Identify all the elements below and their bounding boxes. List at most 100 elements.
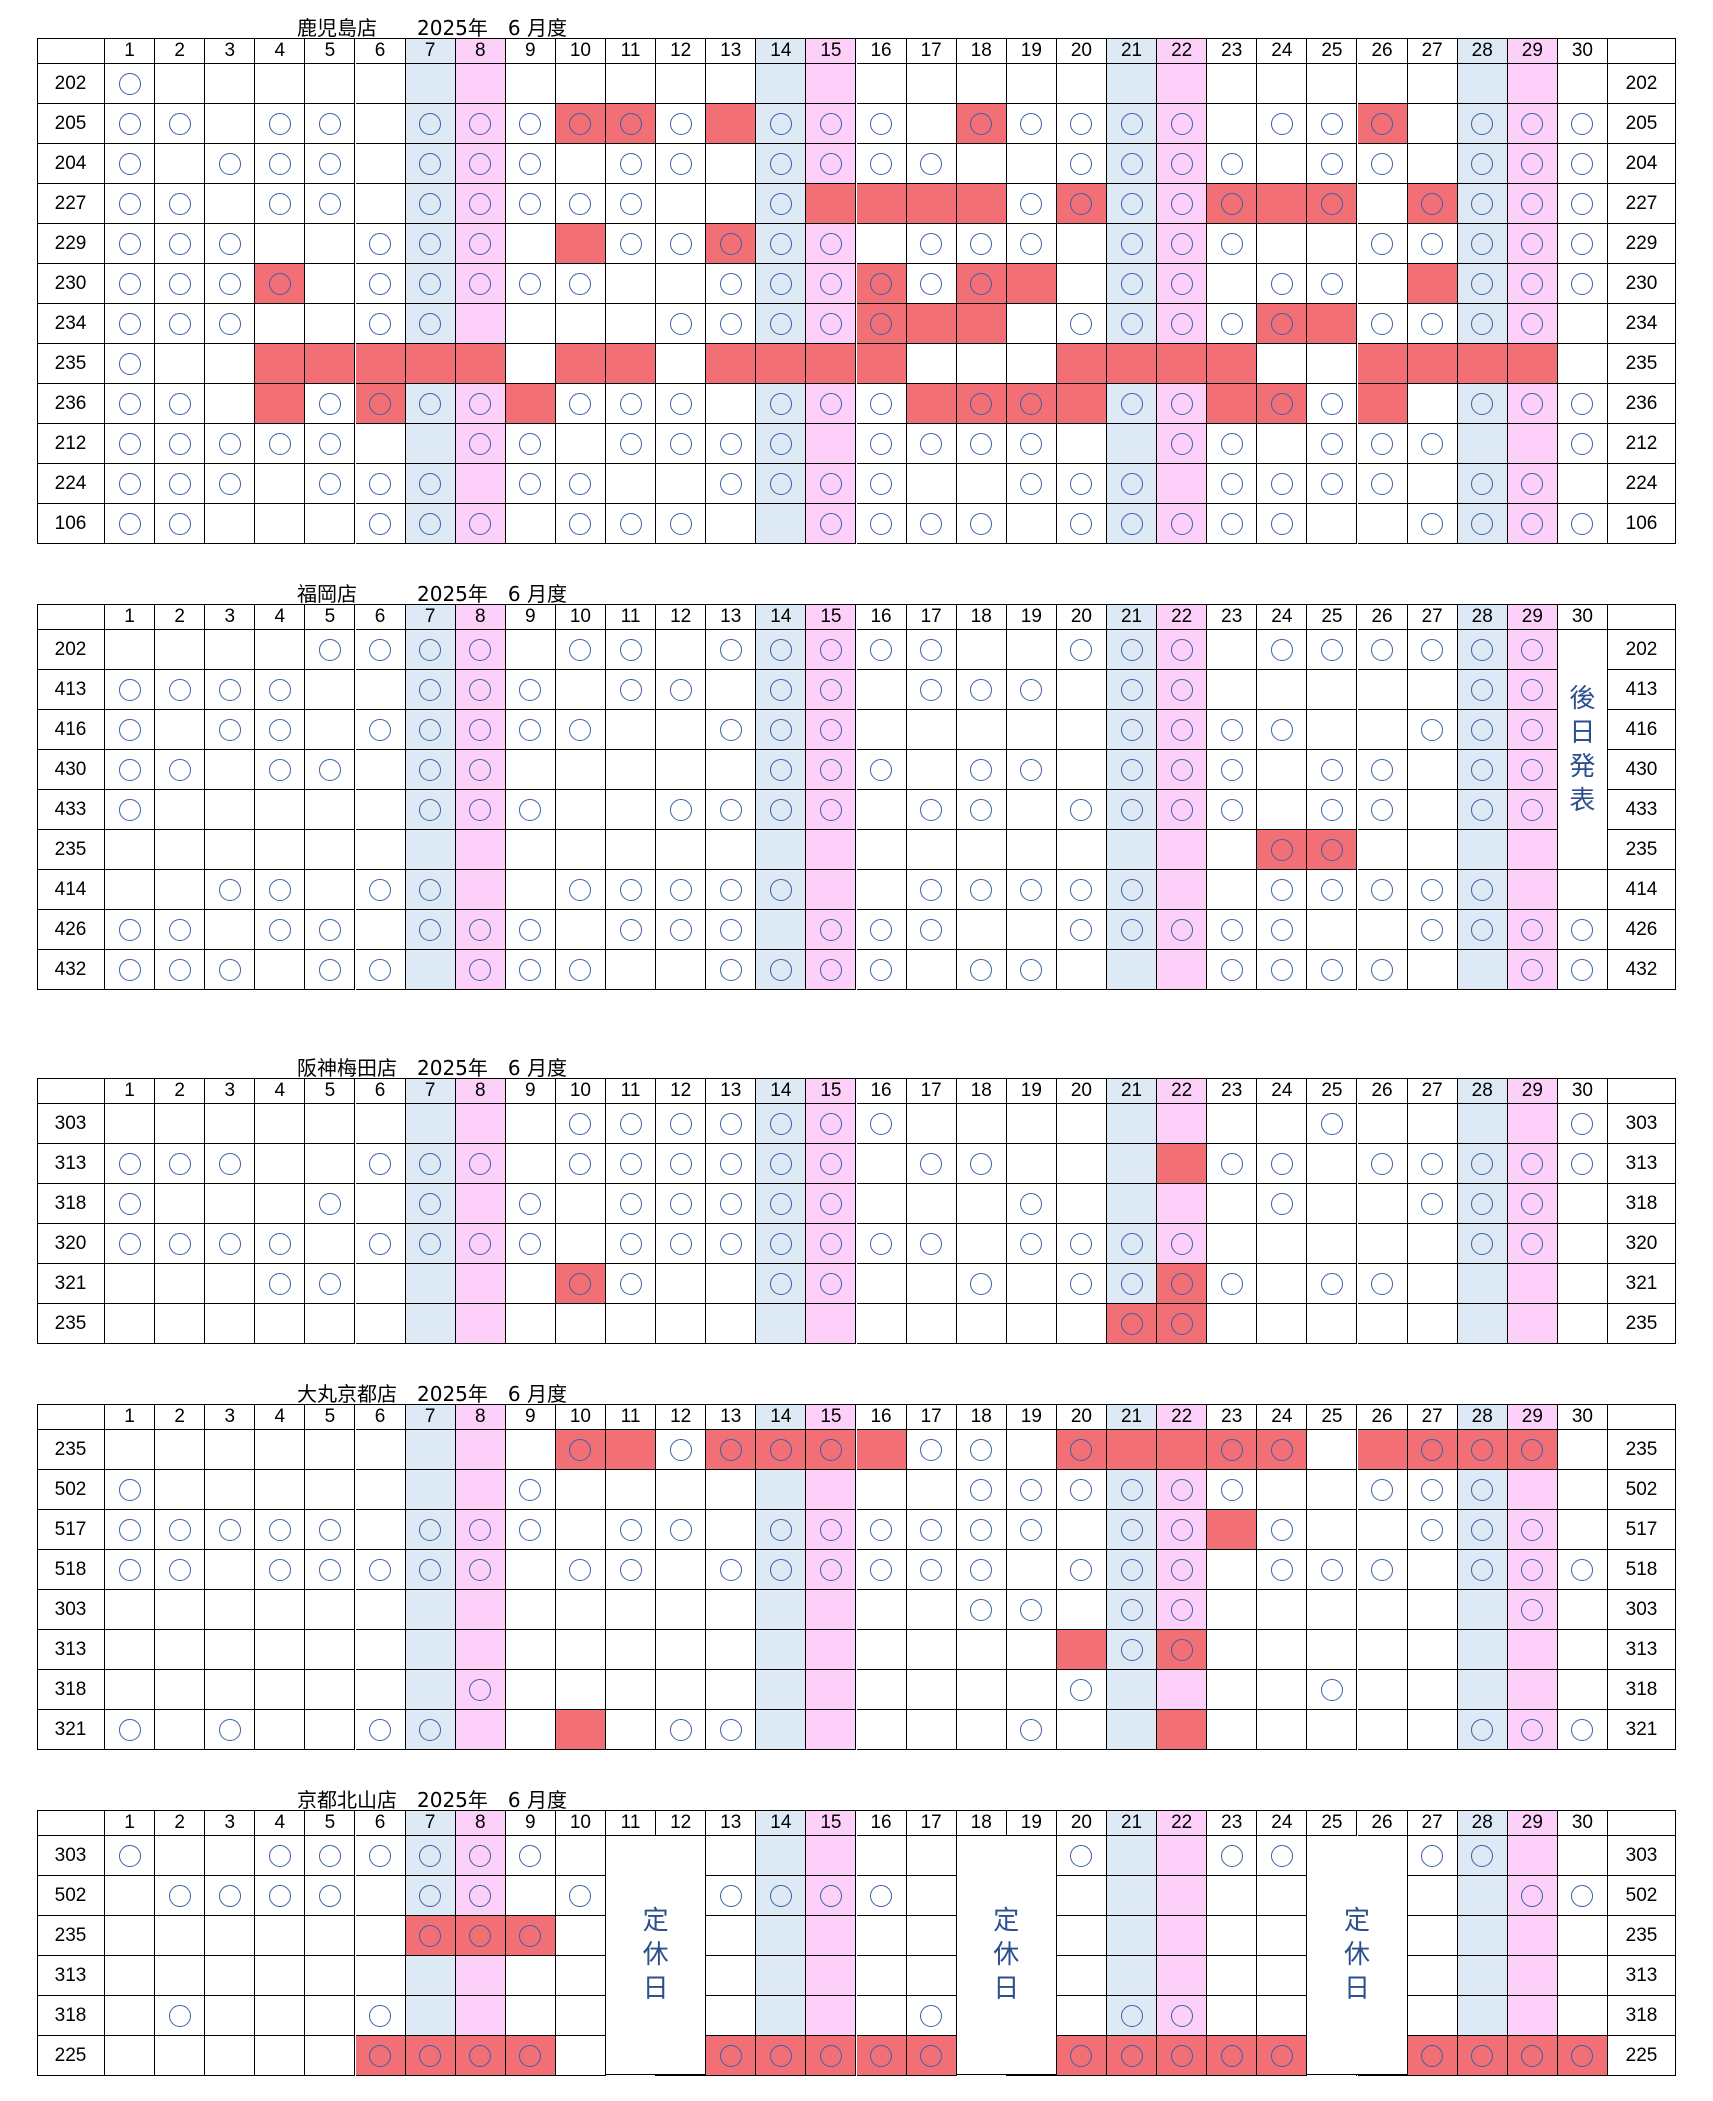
day-cell[interactable] bbox=[956, 910, 1007, 950]
day-cell[interactable] bbox=[1157, 1670, 1208, 1710]
day-cell[interactable] bbox=[155, 1430, 206, 1470]
day-cell[interactable] bbox=[1307, 424, 1358, 464]
day-cell[interactable] bbox=[656, 670, 707, 710]
day-cell[interactable] bbox=[1557, 104, 1608, 144]
day-cell[interactable] bbox=[505, 1670, 556, 1710]
day-cell[interactable] bbox=[355, 264, 406, 304]
day-cell[interactable] bbox=[1457, 710, 1508, 750]
day-cell[interactable] bbox=[555, 1510, 606, 1550]
day-cell[interactable] bbox=[1407, 1550, 1458, 1590]
day-cell[interactable] bbox=[606, 1264, 657, 1304]
day-cell[interactable] bbox=[1557, 950, 1608, 990]
day-cell[interactable] bbox=[1257, 144, 1308, 184]
day-cell[interactable] bbox=[1307, 344, 1358, 384]
day-cell[interactable] bbox=[205, 630, 256, 670]
day-cell[interactable] bbox=[505, 1590, 556, 1630]
day-cell[interactable] bbox=[555, 910, 606, 950]
day-cell[interactable] bbox=[956, 1670, 1007, 1710]
day-cell[interactable] bbox=[856, 1836, 907, 1876]
day-cell[interactable] bbox=[656, 1470, 707, 1510]
day-cell[interactable] bbox=[706, 224, 757, 264]
day-cell[interactable] bbox=[155, 1470, 206, 1510]
day-cell[interactable] bbox=[205, 1916, 256, 1956]
day-cell[interactable] bbox=[656, 144, 707, 184]
day-cell[interactable] bbox=[1507, 1670, 1558, 1710]
day-cell[interactable] bbox=[405, 750, 456, 790]
day-cell[interactable] bbox=[1307, 670, 1358, 710]
day-cell[interactable] bbox=[1507, 504, 1558, 544]
day-cell[interactable] bbox=[1357, 464, 1408, 504]
day-cell[interactable] bbox=[706, 1184, 757, 1224]
day-cell[interactable] bbox=[1307, 1630, 1358, 1670]
day-cell[interactable] bbox=[1157, 264, 1208, 304]
day-cell[interactable] bbox=[1107, 870, 1158, 910]
day-cell[interactable] bbox=[355, 344, 406, 384]
day-cell[interactable] bbox=[1307, 1510, 1358, 1550]
day-cell[interactable] bbox=[505, 144, 556, 184]
day-cell[interactable] bbox=[1207, 144, 1258, 184]
day-cell[interactable] bbox=[1107, 144, 1158, 184]
day-cell[interactable] bbox=[255, 104, 306, 144]
day-cell[interactable] bbox=[505, 1710, 556, 1750]
day-cell[interactable] bbox=[355, 1184, 406, 1224]
day-cell[interactable] bbox=[1307, 1470, 1358, 1510]
day-cell[interactable] bbox=[806, 1264, 857, 1304]
day-cell[interactable] bbox=[1056, 464, 1107, 504]
day-cell[interactable] bbox=[1407, 264, 1458, 304]
day-cell[interactable] bbox=[1107, 1470, 1158, 1510]
day-cell[interactable] bbox=[1207, 1670, 1258, 1710]
day-cell[interactable] bbox=[856, 710, 907, 750]
day-cell[interactable] bbox=[806, 384, 857, 424]
day-cell[interactable] bbox=[155, 710, 206, 750]
day-cell[interactable] bbox=[1557, 1224, 1608, 1264]
day-cell[interactable] bbox=[155, 464, 206, 504]
day-cell[interactable] bbox=[1107, 1710, 1158, 1750]
day-cell[interactable] bbox=[355, 1996, 406, 2036]
day-cell[interactable] bbox=[105, 1670, 156, 1710]
day-cell[interactable] bbox=[1507, 1916, 1558, 1956]
day-cell[interactable] bbox=[1307, 1590, 1358, 1630]
day-cell[interactable] bbox=[505, 1104, 556, 1144]
day-cell[interactable] bbox=[706, 504, 757, 544]
day-cell[interactable] bbox=[606, 710, 657, 750]
day-cell[interactable] bbox=[1207, 870, 1258, 910]
day-cell[interactable] bbox=[1006, 790, 1057, 830]
day-cell[interactable] bbox=[505, 1630, 556, 1670]
day-cell[interactable] bbox=[105, 2036, 156, 2076]
day-cell[interactable] bbox=[1107, 1104, 1158, 1144]
day-cell[interactable] bbox=[1107, 1670, 1158, 1710]
day-cell[interactable] bbox=[255, 1996, 306, 2036]
day-cell[interactable] bbox=[1407, 64, 1458, 104]
day-cell[interactable] bbox=[1357, 344, 1408, 384]
day-cell[interactable] bbox=[1507, 870, 1558, 910]
day-cell[interactable] bbox=[305, 1304, 356, 1344]
day-cell[interactable] bbox=[1107, 710, 1158, 750]
day-cell[interactable] bbox=[455, 1304, 506, 1344]
day-cell[interactable] bbox=[1056, 384, 1107, 424]
day-cell[interactable] bbox=[1557, 344, 1608, 384]
day-cell[interactable] bbox=[1107, 184, 1158, 224]
day-cell[interactable] bbox=[756, 830, 807, 870]
day-cell[interactable] bbox=[1357, 1430, 1408, 1470]
day-cell[interactable] bbox=[656, 224, 707, 264]
day-cell[interactable] bbox=[656, 1550, 707, 1590]
day-cell[interactable] bbox=[856, 790, 907, 830]
day-cell[interactable] bbox=[305, 504, 356, 544]
day-cell[interactable] bbox=[606, 344, 657, 384]
day-cell[interactable] bbox=[856, 224, 907, 264]
day-cell[interactable] bbox=[1257, 1470, 1308, 1510]
day-cell[interactable] bbox=[756, 950, 807, 990]
day-cell[interactable] bbox=[405, 104, 456, 144]
day-cell[interactable] bbox=[1207, 1104, 1258, 1144]
day-cell[interactable] bbox=[455, 2036, 506, 2076]
day-cell[interactable] bbox=[856, 1184, 907, 1224]
day-cell[interactable] bbox=[1107, 2036, 1158, 2076]
day-cell[interactable] bbox=[1407, 790, 1458, 830]
day-cell[interactable] bbox=[105, 1430, 156, 1470]
day-cell[interactable] bbox=[255, 384, 306, 424]
day-cell[interactable] bbox=[455, 1264, 506, 1304]
day-cell[interactable] bbox=[1507, 1184, 1558, 1224]
day-cell[interactable] bbox=[756, 1144, 807, 1184]
day-cell[interactable] bbox=[205, 1630, 256, 1670]
day-cell[interactable] bbox=[906, 1670, 957, 1710]
